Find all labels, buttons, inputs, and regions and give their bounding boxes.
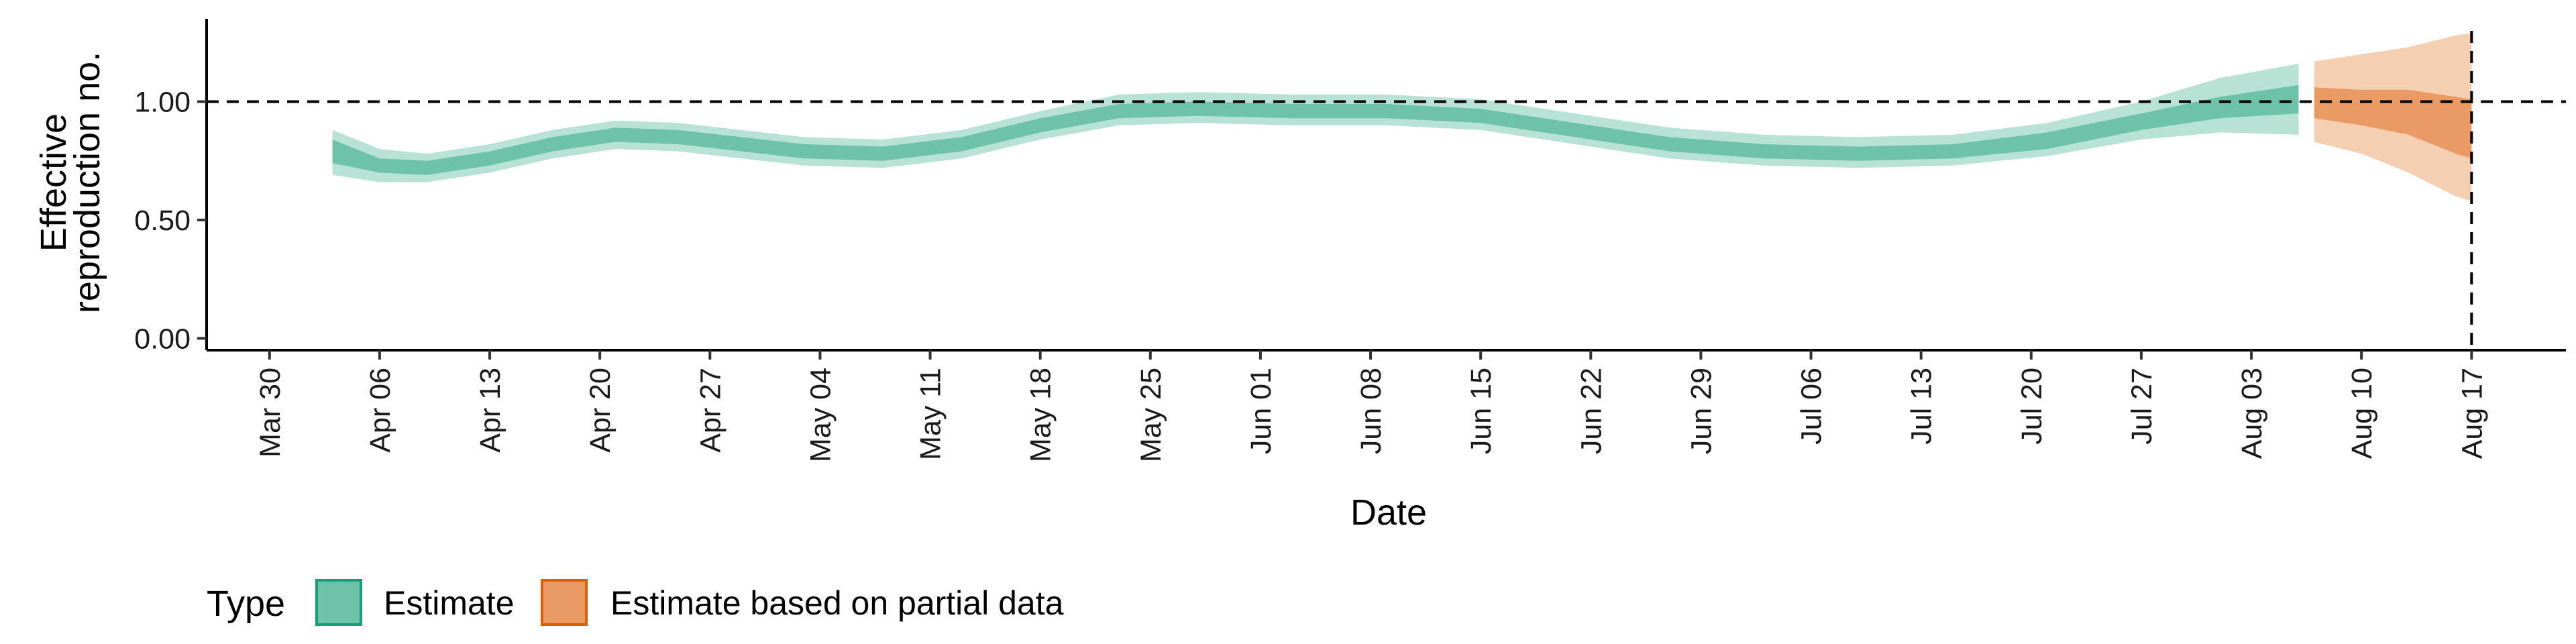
x-tick-label: Jul 27 xyxy=(2126,368,2158,445)
x-tick-label: Jul 06 xyxy=(1796,368,1828,445)
y-tick-label: 1.00 xyxy=(134,87,191,119)
legend: Type Estimate Estimate based on partial … xyxy=(207,579,1064,626)
x-tick-label: May 11 xyxy=(915,368,947,460)
x-tick-label: Apr 20 xyxy=(584,368,616,453)
legend-swatch-partial-data xyxy=(541,579,588,626)
legend-label-partial-data: Estimate based on partial data xyxy=(610,584,1064,622)
x-tick-label: Apr 27 xyxy=(694,368,727,453)
x-tick-label: Apr 06 xyxy=(364,368,396,453)
x-tick-label: Apr 13 xyxy=(474,368,506,453)
x-tick-label: Jul 13 xyxy=(1906,368,1938,445)
x-tick-label: Aug 03 xyxy=(2236,368,2268,459)
x-tick-label: Jun 01 xyxy=(1245,368,1277,454)
axes xyxy=(205,19,2566,352)
y-axis-title: Effective reproduction no. xyxy=(34,52,107,313)
x-tick-label: Jul 20 xyxy=(2016,368,2048,445)
x-tick-label: May 04 xyxy=(804,368,837,462)
x-axis-title: Date xyxy=(1350,492,1427,533)
x-tick-label: Mar 30 xyxy=(254,368,286,458)
x-tick-label: May 18 xyxy=(1025,368,1057,462)
band-50-series-1 xyxy=(2314,87,2472,159)
x-tick-label: Jun 08 xyxy=(1355,368,1387,454)
x-tick-label: May 25 xyxy=(1135,368,1167,462)
x-tick-label: Jun 22 xyxy=(1575,368,1607,454)
legend-swatch-estimate xyxy=(315,579,362,626)
legend-title: Type xyxy=(207,584,285,624)
credible-interval-bands xyxy=(332,33,2472,201)
band-90-series-0 xyxy=(332,64,2299,182)
band-50-series-0 xyxy=(332,85,2299,175)
x-axis-ticks: Mar 30 Apr 06 Apr 13 Apr 20 Apr 27 May 04 May … xyxy=(254,350,2488,462)
y-tick-label: 0.00 xyxy=(134,323,191,355)
x-tick-label: Aug 17 xyxy=(2456,368,2488,459)
y-axis-title-line-1: Effective xyxy=(34,113,74,252)
y-axis-title-line-2: reproduction no. xyxy=(67,52,107,313)
legend-label-estimate: Estimate xyxy=(384,584,515,622)
y-tick-label: 0.50 xyxy=(134,205,191,237)
x-tick-label: Aug 10 xyxy=(2346,368,2378,459)
y-axis-ticks: 0.00 0.50 1.00 xyxy=(134,87,207,355)
x-tick-label: Jun 15 xyxy=(1465,368,1497,454)
x-tick-label: Jun 29 xyxy=(1685,368,1717,454)
